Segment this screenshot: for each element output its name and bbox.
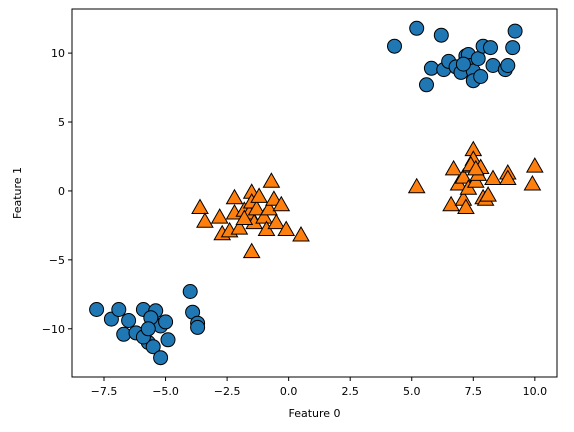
- y-tick-label: 0: [58, 185, 65, 198]
- circle-point-2: [111, 302, 127, 317]
- x-tick-label: 2.5: [341, 385, 359, 398]
- triangle-point-43: [484, 169, 502, 185]
- x-axis-label: Feature 0: [288, 407, 340, 420]
- triangle-point-15: [255, 208, 273, 224]
- circle-point-42: [500, 58, 516, 73]
- circle-point-0: [89, 302, 105, 317]
- y-axis-ticks: −10 −5 0 5 10: [42, 47, 72, 336]
- x-tick-label: −2.5: [214, 385, 241, 398]
- circle-point-3: [116, 326, 132, 342]
- triangle-point-13: [247, 199, 266, 216]
- triangle-point-5: [225, 188, 244, 205]
- x-tick-label: 7.5: [465, 385, 483, 398]
- circle-point-43: [505, 40, 521, 56]
- circle-point-39: [483, 40, 498, 56]
- y-tick-label: 10: [51, 47, 65, 60]
- triangle-point-17: [260, 199, 278, 216]
- circle-point-17: [182, 284, 198, 299]
- triangle-point-21: [272, 195, 291, 212]
- circle-point-13: [158, 314, 174, 330]
- x-tick-label: 0.0: [280, 385, 298, 398]
- circle-point-45: [455, 56, 471, 72]
- triangle-point-7: [230, 219, 249, 235]
- triangle-point-46: [523, 174, 542, 191]
- circle-point-11: [145, 339, 161, 355]
- circle-point-24: [419, 77, 434, 93]
- triangle-point-45: [498, 169, 517, 185]
- data-points: [89, 20, 544, 366]
- circle-point-4: [121, 313, 137, 328]
- x-tick-label: −7.5: [91, 385, 118, 398]
- y-tick-label: −5: [49, 254, 65, 267]
- triangle-point-25: [235, 209, 254, 225]
- x-tick-label: 10.0: [523, 385, 548, 398]
- circle-point-25: [423, 60, 439, 76]
- circle-point-12: [153, 350, 169, 366]
- circle-point-20: [190, 319, 206, 335]
- x-axis-ticks: −7.5 −5.0 −2.5 0.0 2.5 5.0 7.5 10.0: [91, 377, 547, 398]
- triangle-point-31: [454, 168, 473, 184]
- y-tick-label: 5: [58, 116, 65, 129]
- circle-point-22: [387, 38, 402, 54]
- y-tick-label: −10: [42, 323, 65, 336]
- circle-point-26: [433, 27, 449, 43]
- circle-point-37: [473, 69, 489, 84]
- triangle-point-27: [442, 195, 460, 212]
- triangle-point-26: [407, 177, 426, 194]
- triangle-point-1: [196, 212, 214, 228]
- x-tick-label: 5.0: [403, 385, 421, 398]
- triangle-point-14: [250, 187, 268, 203]
- x-tick-label: −5.0: [152, 385, 179, 398]
- triangle-point-22: [277, 220, 296, 236]
- triangle-point-18: [262, 172, 281, 188]
- plot-area-frame: [71, 8, 558, 378]
- triangle-point-2: [210, 208, 229, 224]
- triangle-point-32: [457, 198, 475, 214]
- triangle-point-49: [466, 159, 485, 176]
- triangle-point-20: [267, 213, 286, 230]
- y-axis-label: Feature 1: [11, 167, 24, 219]
- circle-point-14: [160, 332, 176, 348]
- triangle-point-42: [479, 186, 497, 202]
- triangle-point-0: [191, 198, 209, 214]
- triangle-point-28: [444, 159, 463, 176]
- circle-point-21: [140, 321, 156, 337]
- triangle-point-23: [292, 225, 310, 242]
- triangle-point-24: [242, 242, 261, 259]
- circle-point-23: [409, 20, 425, 36]
- triangle-point-47: [525, 157, 544, 173]
- circle-point-44: [507, 23, 523, 39]
